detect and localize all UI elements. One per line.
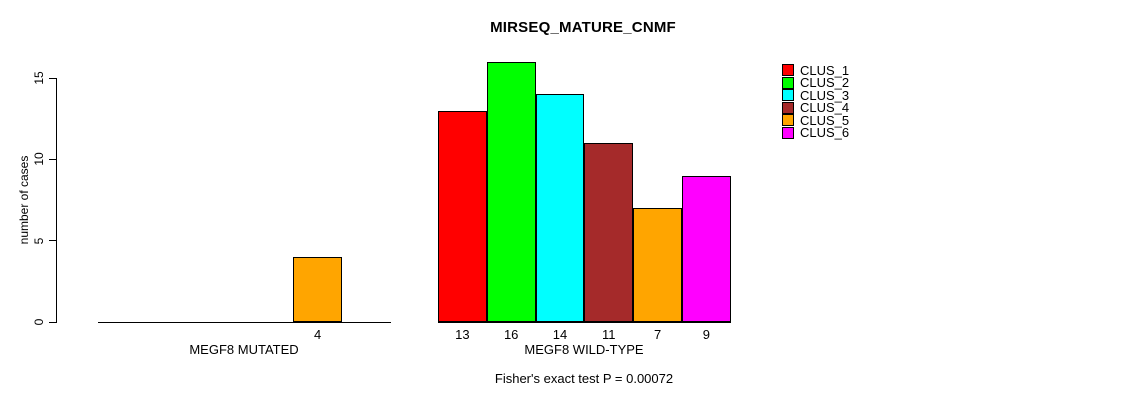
legend-swatch-clus_4: [782, 101, 794, 114]
legend-label: CLUS_4: [800, 100, 850, 115]
y-tick-mark: [49, 158, 56, 160]
y-axis-label: number of cases: [17, 155, 31, 245]
fisher-test-caption: Fisher's exact test P = 0.00072: [494, 371, 674, 386]
chart-title: MIRSEQ_MATURE_CNMF: [490, 19, 676, 36]
legend-label: CLUS_5: [800, 112, 850, 128]
bar-value-label: 14: [552, 327, 568, 342]
y-tick-mark: [49, 240, 56, 242]
x-group-label-megf8-mutated: MEGF8 MUTATED: [189, 342, 299, 357]
legend-label: CLUS_6: [800, 125, 850, 140]
group-baseline: [438, 322, 731, 323]
bar-clus_1: [438, 110, 487, 322]
y-tick-mark: [49, 321, 56, 323]
y-tick-label: 0: [32, 318, 46, 326]
legend-label: CLUS_1: [800, 62, 850, 78]
bar-value-label: 7: [653, 327, 662, 342]
bar-clus_3: [535, 94, 585, 322]
bar-value-label: 4: [313, 327, 322, 342]
y-tick-label: 15: [32, 71, 46, 85]
legend-swatch-clus_2: [782, 76, 794, 89]
bar-clus_6: [682, 175, 731, 322]
bar-clus_5: [633, 208, 682, 322]
y-tick-mark: [49, 77, 56, 79]
bar-clus_2: [486, 61, 536, 322]
bar-value-label: 13: [455, 327, 470, 342]
bar-value-label: 9: [702, 327, 711, 342]
legend-swatch-clus_3: [782, 89, 794, 101]
bar-value-label: 11: [602, 327, 616, 342]
legend-label: CLUS_2: [800, 75, 850, 90]
legend-label: CLUS_3: [800, 87, 850, 103]
y-axis-line: [56, 78, 57, 323]
legend-swatch-clus_6: [782, 126, 794, 139]
bar-clus_5: [293, 256, 342, 322]
y-tick-label: 5: [32, 237, 46, 244]
legend-swatch-clus_5: [782, 114, 794, 126]
bar-value-label: 16: [503, 327, 519, 342]
y-tick-label: 10: [32, 152, 46, 167]
bar-clus_4: [584, 143, 634, 322]
x-group-label-megf8-wild-type: MEGF8 WILD-TYPE: [524, 342, 644, 357]
legend-swatch-clus_1: [782, 64, 794, 76]
group-baseline: [98, 322, 391, 323]
